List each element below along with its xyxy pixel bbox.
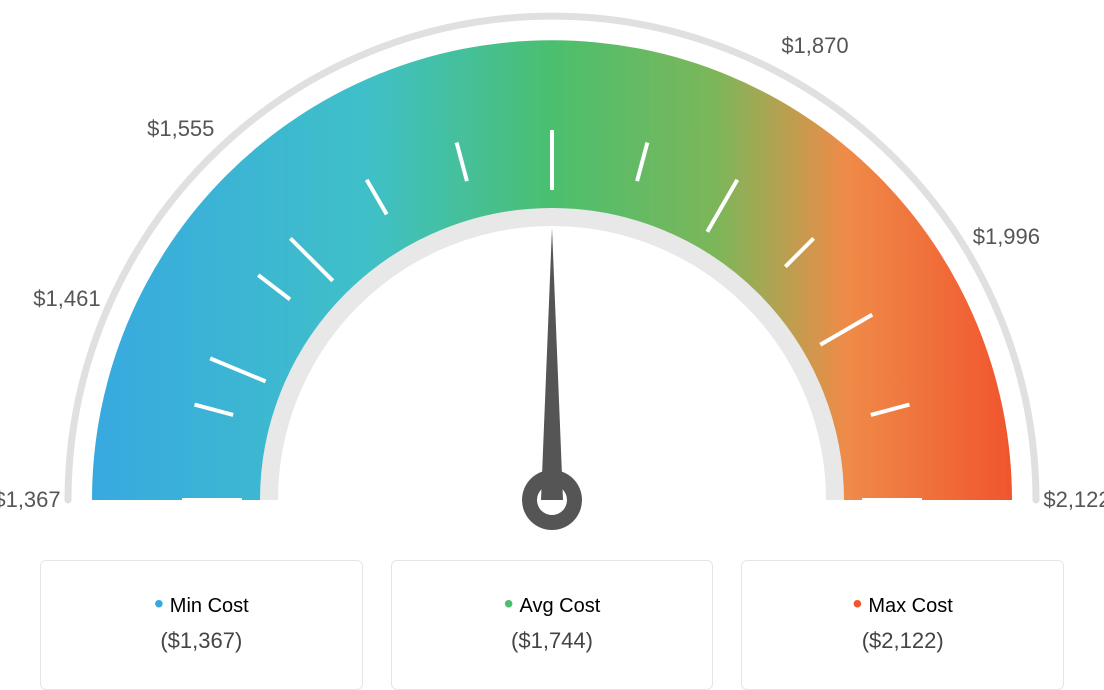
gauge-tick-label: $1,367 <box>0 487 61 513</box>
legend-title-label: Max Cost <box>868 595 952 618</box>
gauge-tick-label: $1,870 <box>781 33 848 59</box>
legend-value-avg: ($1,744) <box>511 628 593 654</box>
legend-title-avg: • Avg Cost <box>504 595 601 618</box>
legend-value-max: ($2,122) <box>862 628 944 654</box>
gauge-tick-label: $2,122 <box>1043 487 1104 513</box>
gauge-chart: $1,367$1,461$1,555$1,744$1,870$1,996$2,1… <box>0 0 1104 545</box>
legend-card-min: • Min Cost ($1,367) <box>40 560 363 690</box>
gauge-tick-label: $1,461 <box>33 286 100 312</box>
legend-title-min: • Min Cost <box>154 595 249 618</box>
legend-title-max: • Max Cost <box>853 595 953 618</box>
gauge-tick-label: $1,996 <box>973 224 1040 250</box>
gauge-svg <box>0 0 1104 560</box>
legend-title-label: Avg Cost <box>520 595 601 618</box>
legend-value-min: ($1,367) <box>160 628 242 654</box>
legend-card-avg: • Avg Cost ($1,744) <box>391 560 714 690</box>
legend-title-label: Min Cost <box>170 595 249 618</box>
legend-row: • Min Cost ($1,367) • Avg Cost ($1,744) … <box>0 560 1104 690</box>
gauge-tick-label: $1,555 <box>147 116 214 142</box>
legend-card-max: • Max Cost ($2,122) <box>741 560 1064 690</box>
